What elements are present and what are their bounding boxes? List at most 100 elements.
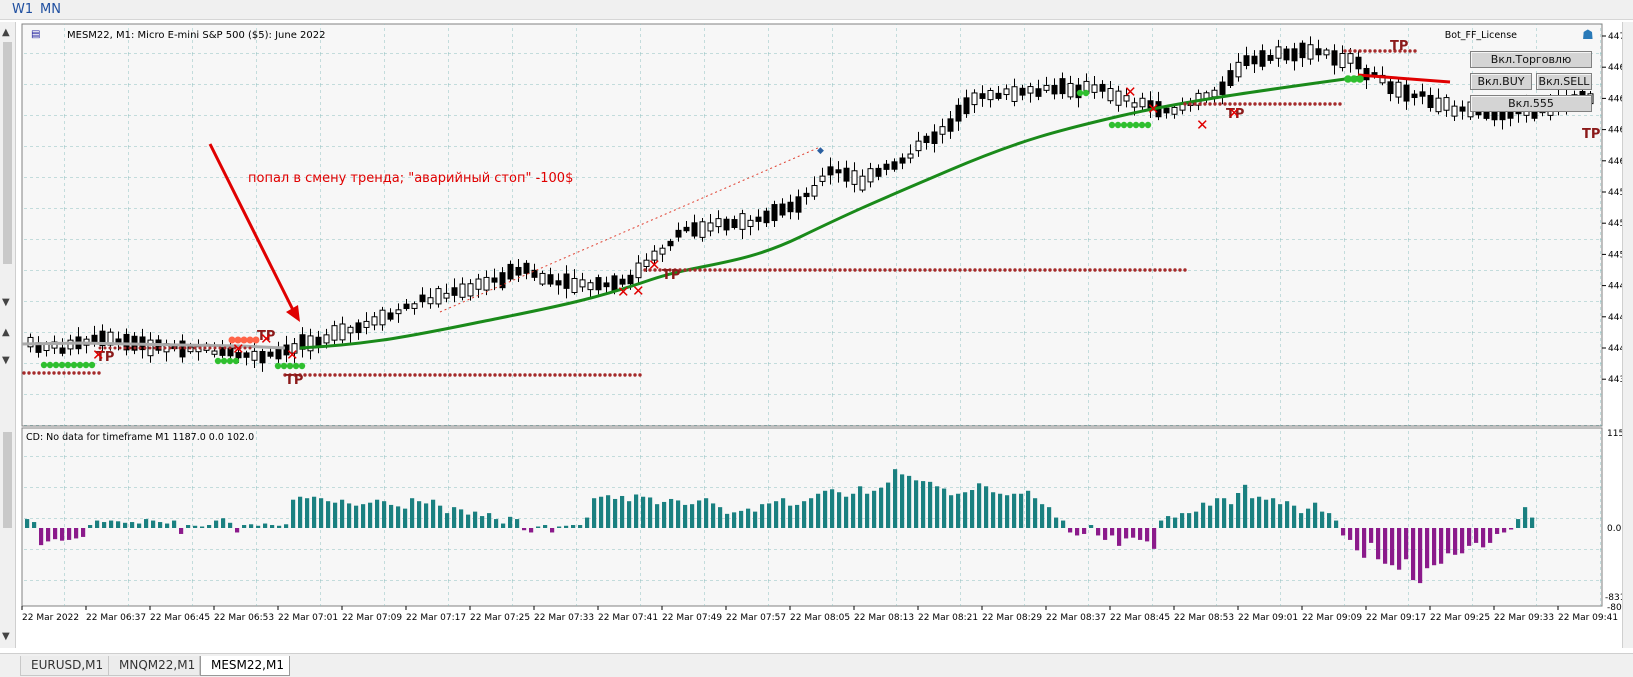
chart-menu-icon[interactable]: ▤ (31, 29, 40, 40)
right-scroll-strip[interactable] (1622, 22, 1633, 648)
histogram-bar (690, 504, 695, 528)
histogram-bar (1446, 528, 1451, 554)
stop-dot (573, 373, 577, 377)
tab-mesm22[interactable]: MESM22,M1 (200, 656, 290, 676)
histogram-bar (1327, 513, 1332, 528)
histogram-bar (921, 481, 926, 528)
stop-dot (1298, 102, 1302, 106)
candle (267, 351, 274, 357)
price-label: 4472 (1608, 32, 1622, 42)
candle (1443, 97, 1450, 111)
annotation-text: попал в смену тренда; "аварийный стоп" -… (248, 171, 573, 186)
tab-eurusd[interactable]: EURUSD,M1 (20, 656, 110, 676)
histogram-bar (1292, 505, 1297, 528)
scroll-down-arrow-icon[interactable]: ▼ (2, 297, 10, 308)
histogram-bar (760, 504, 765, 528)
stop-dot (22, 371, 26, 375)
time-label: 22 Mar 07:17 (406, 613, 466, 623)
timeframe-toolbar: W1 MN (0, 0, 1633, 20)
timeframe-mn-button[interactable]: MN (40, 2, 61, 17)
histogram-bar (403, 508, 408, 528)
candle (427, 297, 434, 305)
stop-dot (1343, 49, 1347, 53)
enable-555-button[interactable]: Вкл.555 (1470, 95, 1592, 112)
stop-dot (478, 373, 482, 377)
tp-label-3: TP (285, 373, 303, 388)
histogram-bar (25, 519, 30, 528)
candle (1067, 82, 1074, 98)
stop-dot (1128, 268, 1132, 272)
histogram-bar (739, 510, 744, 528)
histogram-bar (543, 525, 548, 528)
stop-dot (853, 268, 857, 272)
enable-buy-button[interactable]: Вкл.BUY (1470, 73, 1532, 90)
scroll-up-arrow-icon[interactable]: ▲ (2, 27, 10, 38)
histogram-bar (298, 496, 303, 528)
histogram-bar (410, 498, 415, 528)
stop-dot (1038, 268, 1042, 272)
stop-dot (47, 371, 51, 375)
price-label: 4469 (1608, 63, 1622, 73)
stop-dot (703, 268, 707, 272)
enable-trading-button[interactable]: Вкл.Торговлю (1470, 51, 1592, 68)
stop-dot (408, 373, 412, 377)
histogram-bar (1299, 513, 1304, 528)
time-label: 22 Mar 08:05 (790, 613, 850, 623)
indicator-axis-min: -831.2 (1605, 593, 1622, 603)
stop-dot (1408, 49, 1412, 53)
candle (651, 250, 658, 261)
histogram-bar (438, 505, 443, 528)
enable-sell-button[interactable]: Вкл.SELL (1536, 73, 1592, 90)
stop-dot (878, 268, 882, 272)
stop-dot (723, 268, 727, 272)
stop-dot (933, 268, 937, 272)
histogram-bar (550, 528, 555, 533)
histogram-bar (1425, 528, 1430, 569)
stop-dot (58, 361, 66, 369)
candle (1059, 78, 1066, 95)
stop-dot (1008, 268, 1012, 272)
candle (547, 274, 554, 285)
histogram-bar (235, 528, 240, 533)
stop-dot (1058, 268, 1062, 272)
candle (683, 226, 690, 232)
indicator-panel-scrollbar[interactable] (3, 432, 12, 528)
timeframe-w1-button[interactable]: W1 (12, 2, 34, 17)
stop-dot (82, 371, 86, 375)
histogram-bar (606, 495, 611, 528)
histogram-bar (130, 522, 135, 528)
price-grid (22, 24, 1602, 426)
close-mark-icon-6: ✕ (632, 282, 645, 300)
price-panel-scrollbar[interactable] (3, 42, 12, 264)
stop-dot (943, 268, 947, 272)
histogram-bar (1418, 528, 1423, 584)
stop-dot (453, 373, 457, 377)
candle (1211, 89, 1218, 98)
scroll-down-arrow-icon-3[interactable]: ▼ (2, 631, 10, 642)
stop-dot (280, 362, 288, 370)
scroll-down-arrow-icon-2[interactable]: ▼ (2, 355, 10, 366)
candle (1091, 84, 1098, 93)
stop-dot (633, 373, 637, 377)
stop-dot (1078, 268, 1082, 272)
stop-dot (458, 373, 462, 377)
chart-area[interactable]: ▤ MESM22, M1: Micro E-mini S&P 500 ($5):… (0, 22, 1622, 652)
candle (811, 185, 818, 197)
histogram-bar (487, 513, 492, 528)
scroll-up-arrow-icon-2[interactable]: ▲ (2, 327, 10, 338)
histogram-bar (1453, 528, 1458, 555)
stop-dot (1338, 102, 1342, 106)
stop-dot (588, 373, 592, 377)
histogram-bar (46, 528, 51, 542)
stop-dot (393, 373, 397, 377)
stop-dot (778, 268, 782, 272)
histogram-bar (1334, 520, 1339, 528)
histogram-bar (228, 522, 233, 528)
candle (731, 219, 738, 228)
stop-dot (728, 268, 732, 272)
histogram-bar (1530, 517, 1535, 528)
tab-mnqm22[interactable]: MNQM22,M1 (108, 656, 200, 676)
stop-dot (1113, 268, 1117, 272)
time-label: 22 Mar 07:09 (342, 613, 402, 623)
stop-dot (292, 362, 300, 370)
